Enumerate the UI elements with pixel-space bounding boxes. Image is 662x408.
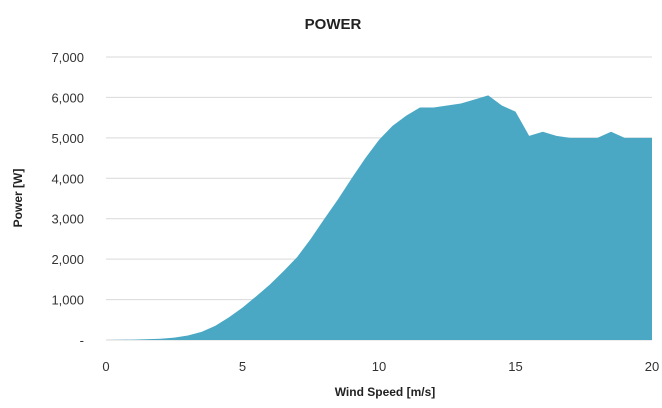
y-tick-label: - — [80, 333, 84, 348]
y-axis-title: Power [W] — [11, 169, 25, 228]
y-tick-label: 4,000 — [51, 171, 84, 186]
x-tick-label: 20 — [645, 359, 659, 374]
y-tick-label: 2,000 — [51, 252, 84, 267]
power-area — [106, 95, 652, 340]
x-tick-label: 10 — [372, 359, 386, 374]
y-tick-labels: - 1,000 2,000 3,000 4,000 5,000 6,000 7,000 — [51, 50, 84, 348]
y-tick-label: 1,000 — [51, 293, 84, 308]
y-tick-label: 3,000 — [51, 212, 84, 227]
x-tick-label: 0 — [102, 359, 109, 374]
x-tick-label: 15 — [508, 359, 522, 374]
area-series — [106, 95, 652, 340]
y-tick-label: 5,000 — [51, 131, 84, 146]
chart-title: POWER — [305, 16, 362, 33]
x-tick-labels: 0 5 10 15 20 — [102, 359, 659, 374]
x-tick-label: 5 — [239, 359, 246, 374]
y-tick-label: 6,000 — [51, 90, 84, 105]
y-tick-label: 7,000 — [51, 50, 84, 65]
x-axis-title: Wind Speed [m/s] — [335, 385, 436, 399]
